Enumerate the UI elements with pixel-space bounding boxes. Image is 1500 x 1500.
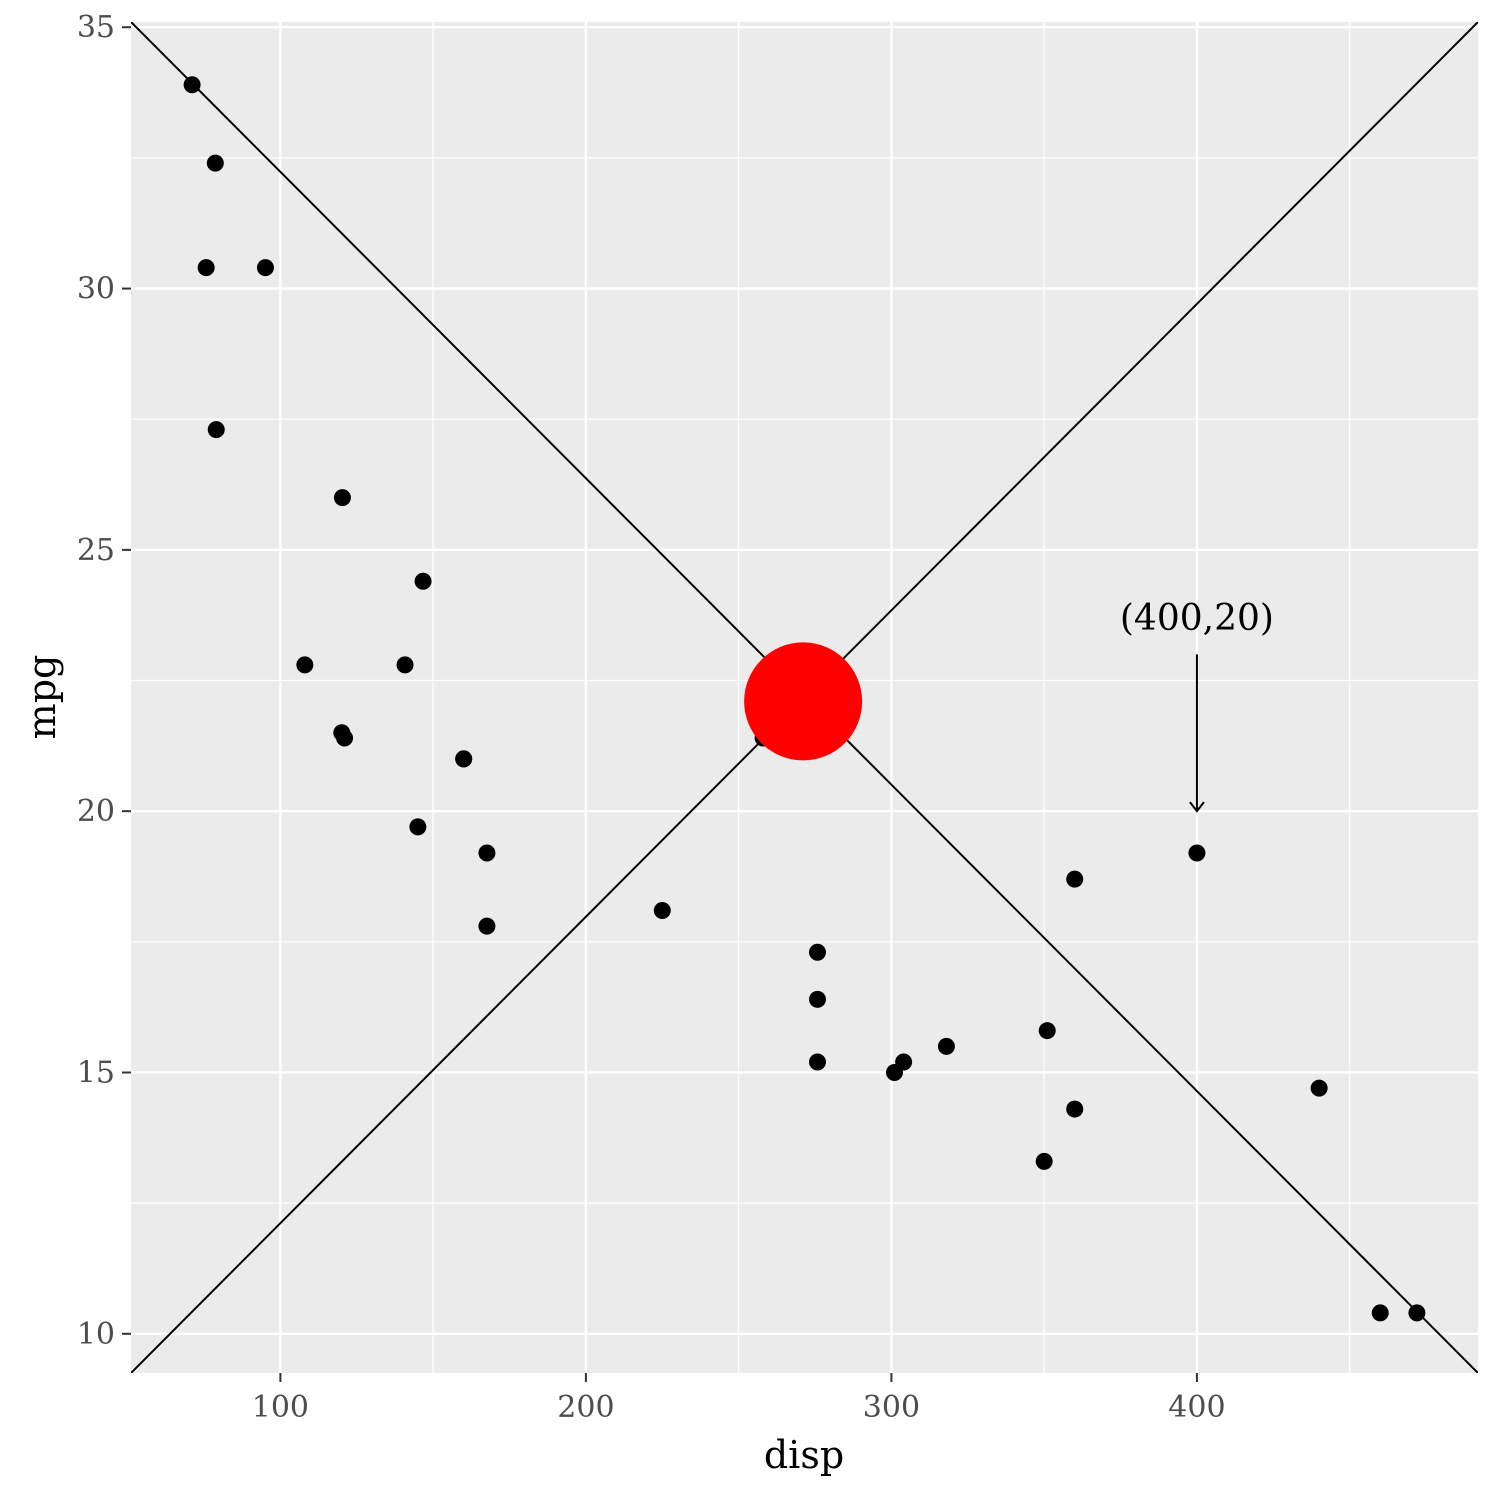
data-point <box>885 1063 903 1081</box>
data-point <box>455 750 473 768</box>
data-point <box>197 259 215 277</box>
data-point <box>478 844 496 862</box>
data-point <box>808 1053 826 1071</box>
y-tick-label: 30 <box>77 272 115 307</box>
highlight-layer <box>744 642 863 761</box>
y-tick-label: 35 <box>77 10 115 45</box>
data-point <box>409 818 427 836</box>
data-point <box>206 154 224 172</box>
x-tick-label: 300 <box>863 1390 920 1425</box>
data-point <box>396 656 414 674</box>
data-point <box>336 729 354 747</box>
data-point <box>414 572 432 590</box>
data-point <box>1408 1304 1426 1322</box>
grid-lines <box>131 22 1478 1373</box>
x-tick-label: 400 <box>1168 1390 1225 1425</box>
data-points <box>183 76 1426 1322</box>
data-point <box>937 1037 955 1055</box>
data-point <box>296 656 314 674</box>
data-point <box>808 990 826 1008</box>
axis-ticks: 100 200 300 400 10 15 20 25 30 35 <box>77 10 1226 1425</box>
data-point <box>256 259 274 277</box>
x-tick-label: 200 <box>557 1390 614 1425</box>
y-axis-title: mpg <box>20 655 64 740</box>
data-point <box>1371 1304 1389 1322</box>
y-tick-label: 10 <box>77 1317 115 1352</box>
data-point <box>653 901 671 919</box>
data-point <box>333 489 351 507</box>
y-tick-label: 25 <box>77 533 115 568</box>
x-axis-title: disp <box>764 1433 844 1477</box>
annotation: (400,20) <box>1120 598 1274 813</box>
data-point <box>1066 1100 1084 1118</box>
data-point <box>207 421 225 439</box>
x-tick-label: 100 <box>252 1390 309 1425</box>
data-point <box>1188 844 1206 862</box>
data-point <box>183 76 201 94</box>
data-point <box>1038 1022 1056 1040</box>
data-point <box>478 917 496 935</box>
highlight-point <box>744 642 863 761</box>
data-point <box>1310 1079 1328 1097</box>
data-point <box>1035 1152 1053 1170</box>
y-tick-label: 20 <box>77 794 115 829</box>
y-tick-label: 15 <box>77 1055 115 1090</box>
data-point <box>1066 870 1084 888</box>
annotation-arrow-head <box>1189 801 1205 813</box>
data-point <box>808 943 826 961</box>
annotation-label: (400,20) <box>1120 598 1274 639</box>
